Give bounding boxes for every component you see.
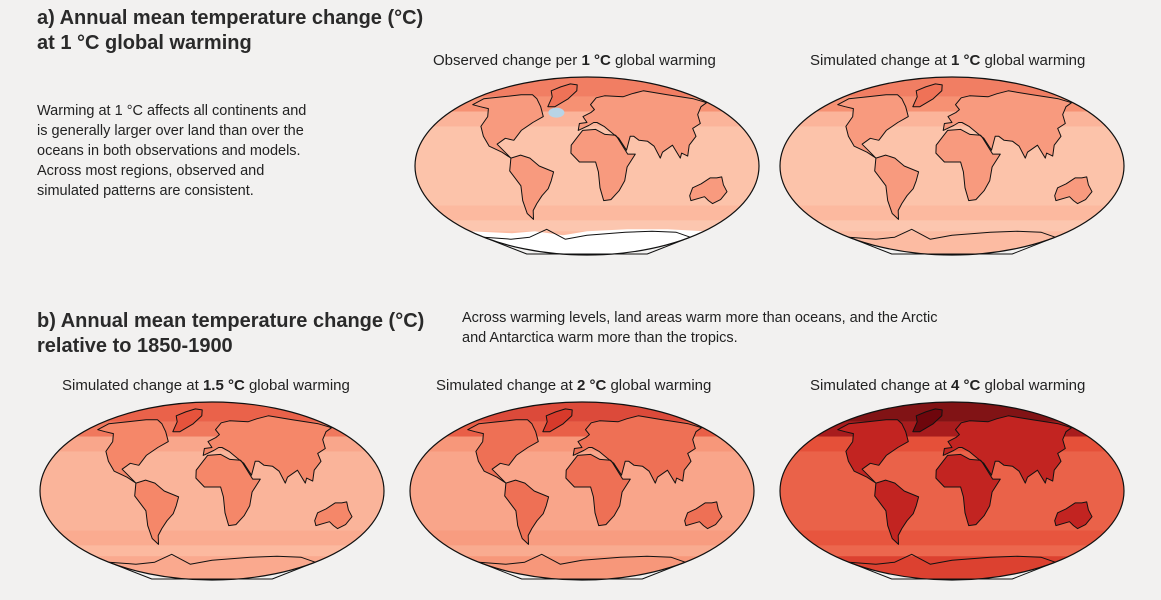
panel-a-description-line: Warming at 1 °C affects all continents a… bbox=[37, 103, 307, 119]
map-title-simulated-1-5c: Simulated change at 1.5 °C global warmin… bbox=[62, 377, 350, 394]
panel-b-heading-line2: relative to 1850-1900 bbox=[37, 335, 233, 357]
landmass-africa bbox=[570, 129, 636, 201]
landmass-north-america bbox=[837, 419, 909, 484]
map-title-observed-1c: Observed change per 1 °C global warming bbox=[433, 52, 716, 69]
landmass-north-america bbox=[467, 419, 539, 484]
panel-b-description-line: and Antarctica warm more than the tropic… bbox=[462, 330, 738, 346]
landmass-africa bbox=[935, 129, 1001, 201]
map-simulated-1c bbox=[779, 76, 1125, 256]
panel-a-heading-line2: at 1 °C global warming bbox=[37, 32, 252, 54]
landmass-europe-asia bbox=[578, 90, 707, 159]
landmass-africa bbox=[195, 454, 261, 526]
landmass-europe-asia bbox=[943, 90, 1072, 159]
world-map bbox=[779, 401, 1125, 581]
map-observed-1c bbox=[414, 76, 760, 256]
landmass-south-america bbox=[874, 155, 919, 220]
world-map bbox=[409, 401, 755, 581]
panel-b-description-line: Across warming levels, land areas warm m… bbox=[462, 310, 938, 326]
landmass-australia bbox=[314, 501, 352, 529]
map-title-simulated-1c: Simulated change at 1 °C global warming bbox=[810, 52, 1086, 69]
panel-b-heading-line1: b) Annual mean temperature change (°C) bbox=[37, 310, 425, 332]
map-border bbox=[779, 401, 1125, 581]
map-simulated-2c bbox=[409, 401, 755, 581]
landmass-europe-asia bbox=[203, 415, 332, 484]
panel-a-description-line: Across most regions, observed and bbox=[37, 163, 265, 179]
map-title-simulated-2c: Simulated change at 2 °C global warming bbox=[436, 377, 712, 394]
panel-b-description: Across warming levels, land areas warm m… bbox=[462, 308, 1022, 348]
map-border bbox=[39, 401, 385, 581]
landmass-europe-asia bbox=[943, 415, 1072, 484]
landmass-australia bbox=[689, 176, 727, 204]
no-data-region bbox=[470, 229, 704, 255]
map-simulated-1-5c bbox=[39, 401, 385, 581]
landmass-south-america bbox=[504, 480, 549, 545]
map-title-simulated-4c: Simulated change at 4 °C global warming bbox=[810, 377, 1086, 394]
landmass-europe-asia bbox=[573, 415, 702, 484]
panel-a-heading: a) Annual mean temperature change (°C) a… bbox=[37, 6, 423, 56]
landmass-australia bbox=[1054, 176, 1092, 204]
panel-a-description-line: oceans in both observations and models. bbox=[37, 143, 301, 159]
landmass-north-america bbox=[97, 419, 169, 484]
map-border bbox=[414, 76, 760, 256]
landmass-australia bbox=[1054, 501, 1092, 529]
landmass-africa bbox=[935, 454, 1001, 526]
landmass-africa bbox=[565, 454, 631, 526]
world-map bbox=[414, 76, 760, 256]
panel-b-heading: b) Annual mean temperature change (°C) r… bbox=[37, 309, 424, 359]
landmass-south-america bbox=[509, 155, 554, 220]
landmass-australia bbox=[684, 501, 722, 529]
panel-a-description: Warming at 1 °C affects all continents a… bbox=[37, 101, 357, 201]
landmass-south-america bbox=[134, 480, 179, 545]
landmass-north-america bbox=[472, 94, 544, 159]
panel-a-heading-line1: a) Annual mean temperature change (°C) bbox=[37, 7, 424, 29]
world-map bbox=[39, 401, 385, 581]
landmass-south-america bbox=[874, 480, 919, 545]
panel-a-description-line: is generally larger over land than over … bbox=[37, 123, 304, 139]
landmass-north-america bbox=[837, 94, 909, 159]
world-map bbox=[779, 76, 1125, 256]
map-border bbox=[409, 401, 755, 581]
map-border bbox=[779, 76, 1125, 256]
map-simulated-4c bbox=[779, 401, 1125, 581]
panel-a-description-line: simulated patterns are consistent. bbox=[37, 183, 254, 199]
